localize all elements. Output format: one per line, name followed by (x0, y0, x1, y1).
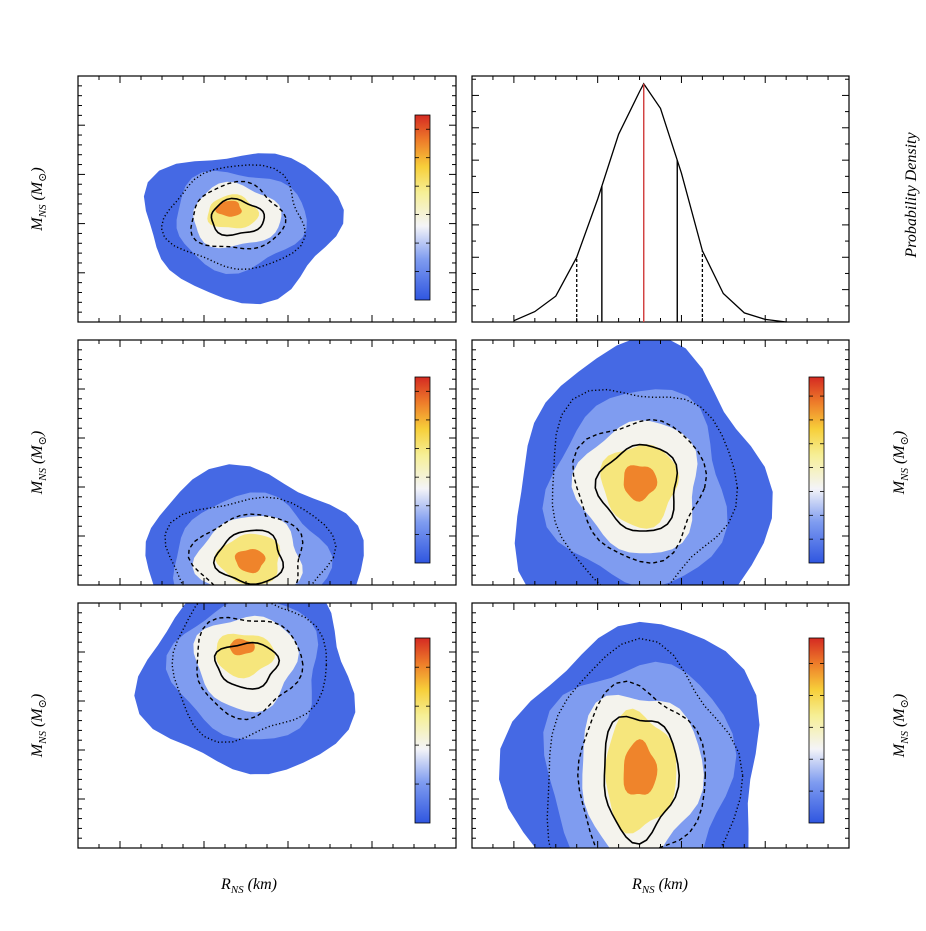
y-axis-title: MNS (M⊙) (29, 431, 49, 495)
contour-dotted (164, 496, 337, 585)
y-axis-title-part: ) (29, 694, 46, 700)
y-axis-title: MNS (M⊙) (29, 167, 49, 231)
pdf-curve (513, 82, 787, 323)
y-axis-title: MNS (M⊙) (29, 694, 49, 758)
x-axis-title-left: RNS (km) (220, 876, 277, 896)
y-axis-title-part: (M (29, 444, 46, 468)
y-axis-title-part: ⊙ (899, 699, 911, 708)
density-region (234, 549, 266, 574)
y-axis-title-part: ) (29, 431, 46, 437)
y-axis-title-part: M (29, 479, 46, 495)
colorbar (414, 114, 431, 301)
y-axis-title-part: M (29, 216, 46, 232)
y-axis-title-part: (M (29, 180, 46, 204)
heatmap-area (143, 153, 344, 305)
density-axis-title: Probability Density (903, 132, 920, 259)
panel-omega_cen: MNS (M⊙) (29, 602, 457, 849)
contour-dotted (546, 637, 744, 848)
panel-m28: MNS (M⊙) (29, 75, 457, 323)
contour-dashed (577, 680, 707, 848)
y-axis-title-part: NS (899, 731, 911, 745)
density-region (623, 465, 658, 502)
heatmap-area (145, 464, 364, 585)
y-axis-title-part: ⊙ (37, 699, 49, 708)
contour-solid (603, 715, 681, 845)
y-axis-title-part: ⊙ (899, 436, 911, 445)
heatmap-area (134, 603, 356, 775)
y-axis-title-part: NS (37, 731, 49, 745)
contour-solid (594, 443, 679, 532)
panel-m13: MNS (M⊙) (471, 339, 911, 586)
contour-solid (210, 197, 266, 237)
y-axis-title-part: (M (891, 707, 908, 731)
contour-dotted (160, 164, 306, 270)
y-axis-title-part: ⊙ (37, 173, 49, 182)
y-axis-title-part: M (29, 742, 46, 758)
contour-dashed (196, 616, 304, 721)
y-axis-title-part: M (891, 479, 908, 495)
y-axis-title-part: NS (37, 204, 49, 218)
panel-radius_pdf (471, 75, 850, 323)
colorbar (808, 376, 825, 564)
contour-solid (213, 641, 281, 690)
colorbar (414, 637, 431, 824)
y-axis-title-part: M (891, 742, 908, 758)
axes-frame (471, 75, 850, 323)
density-region (215, 200, 242, 217)
contour-dashed (187, 513, 304, 585)
y-axis-title-part: ) (891, 431, 908, 437)
y-axis-title-part: ) (29, 167, 46, 173)
y-axis-title: MNS (M⊙) (891, 431, 911, 495)
y-axis-title-part: ⊙ (37, 436, 49, 445)
contour-dashed (572, 418, 708, 565)
y-axis-title-part: (M (891, 444, 908, 468)
panel-ngc6304: MNS (M⊙) (471, 602, 911, 849)
x-axis-title-right: RNS (km) (631, 876, 688, 896)
y-axis-title-part: (M (29, 707, 46, 731)
y-axis-title-part: NS (899, 468, 911, 482)
heatmap-area (514, 340, 773, 585)
panel-ngc6397: MNS (M⊙) (29, 339, 457, 586)
density-region (623, 739, 658, 795)
y-axis-title-part: NS (37, 468, 49, 482)
colorbar (808, 637, 825, 824)
heatmap-area (499, 621, 760, 848)
colorbar (414, 376, 431, 564)
y-axis-title: MNS (M⊙) (891, 694, 911, 758)
y-axis-title-part: ) (891, 694, 908, 700)
